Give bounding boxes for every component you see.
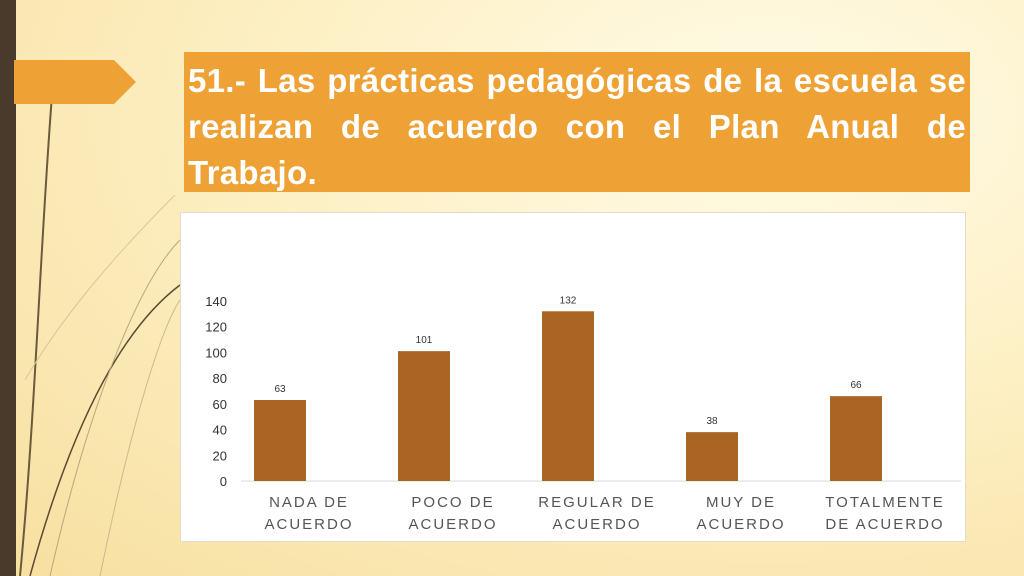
bar (542, 311, 594, 481)
bar (686, 432, 738, 481)
x-category-label: MUY DE (706, 494, 776, 511)
y-tick-label: 0 (220, 474, 227, 489)
x-category-label: POCO DE (411, 494, 494, 511)
data-label: 66 (850, 380, 862, 391)
y-tick-label: 60 (213, 397, 227, 412)
bar (830, 396, 882, 481)
arrow-tab (14, 60, 136, 104)
data-label: 132 (560, 295, 577, 306)
bar (254, 400, 306, 481)
x-category-label: DE ACUERDO (825, 516, 944, 533)
y-tick-label: 80 (213, 371, 227, 386)
chart-panel: 0 20 40 60 80 100 120 140 63 NADA DE ACUERDO 101 POC… (180, 212, 966, 542)
data-label: 38 (706, 416, 718, 427)
data-label: 101 (416, 335, 433, 346)
x-category-label: NADA DE (269, 494, 349, 511)
x-category-label: TOTALMENTE (825, 494, 944, 511)
x-category-label: ACUERDO (264, 516, 353, 533)
x-category-label: REGULAR DE (538, 494, 656, 511)
left-accent-bar (0, 0, 16, 576)
x-category-label: ACUERDO (408, 516, 497, 533)
data-label: 63 (274, 384, 286, 395)
y-tick-label: 100 (205, 345, 227, 360)
bar (398, 351, 450, 481)
y-tick-label: 140 (205, 294, 227, 309)
y-tick-label: 120 (205, 320, 227, 335)
y-tick-label: 20 (213, 448, 227, 463)
bar-chart: 0 20 40 60 80 100 120 140 63 NADA DE ACUERDO 101 POC… (205, 294, 961, 533)
title-box: 51.- Las prácticas pedagógicas de la esc… (184, 52, 970, 192)
slide-title: 51.- Las prácticas pedagógicas de la esc… (188, 62, 966, 191)
x-category-label: ACUERDO (696, 516, 785, 533)
y-tick-label: 40 (213, 423, 227, 438)
x-category-label: ACUERDO (552, 516, 641, 533)
